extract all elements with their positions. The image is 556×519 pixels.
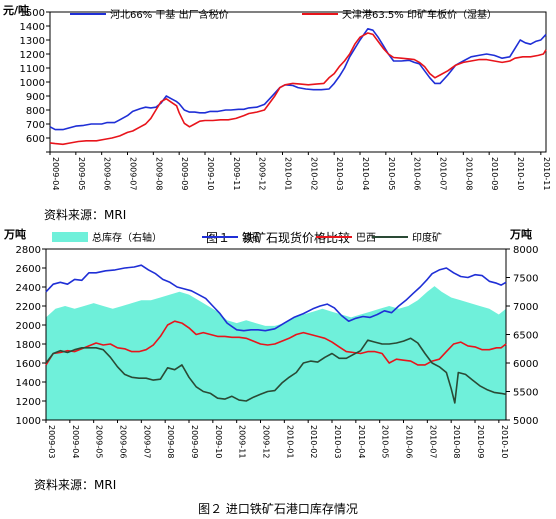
x-tick-label: 2009-10 [214,425,223,458]
y-tick-label: 1000 [20,78,45,89]
x-tick-label: 2009-06 [103,157,112,190]
x-tick-label: 2009-08 [154,157,163,190]
series-line-1 [45,264,507,332]
x-tick-label: 2010-11 [542,157,551,190]
x-tick-label: 2010-03 [333,425,342,458]
y-tick-label-left: 1800 [16,340,41,351]
y-tick-label-left: 2800 [16,245,41,256]
y-tick-label-right: 7500 [513,274,538,285]
x-tick-label: 2010-04 [357,425,366,458]
x-tick-label: 2010-05 [387,157,396,190]
y-tick-label: 1200 [20,50,45,61]
x-tick-label: 2009-11 [238,425,247,458]
x-tick-label: 2009-04 [71,425,80,458]
plot-frame [49,11,547,153]
y-tick-label: 600 [26,134,45,145]
x-tick-label: 2010-01 [285,425,294,458]
legend-label-2: 巴西 [356,232,376,244]
x-tick-label: 2009-04 [51,157,60,190]
y-tick-label: 900 [26,92,45,103]
y-tick-label-right: 5000 [513,416,538,427]
series-line-3 [45,337,507,404]
y-tick-label: 1100 [20,64,45,75]
x-tick-label: 2010-03 [335,157,344,190]
x-tick-label: 2010-04 [361,157,370,190]
legend-label-1: 澳矿 [242,231,262,244]
x-tick-label: 2009-11 [232,157,241,190]
x-tick-label: 2010-08 [452,425,461,458]
x-tick-label: 2009-03 [47,425,56,458]
x-tick-label: 2010-07 [439,157,448,190]
y-tick-label-right: 6000 [513,359,538,370]
legend-label-3: 印度矿 [412,231,442,244]
chart1-source: 资料来源：MRI [44,208,127,222]
x-tick-label: 2010-09 [490,157,499,190]
y-axis-unit-left: 万吨 [3,228,26,241]
y-tick-label-right: 7000 [513,302,538,313]
x-tick-label: 2009-12 [258,157,267,190]
series-line-0 [49,28,547,131]
x-tick-label: 2010-02 [309,157,318,190]
y-tick-label: 800 [26,106,45,117]
chart2-caption: 图２ 进口铁矿石港口库存情况 [198,502,358,516]
y-tick-label-right: 8000 [513,245,538,256]
y-tick-label: 1300 [20,36,45,47]
x-tick-label: 2010-09 [476,425,485,458]
x-tick-label: 2009-09 [190,425,199,458]
y-tick-label-left: 1000 [16,416,41,427]
y-tick-label-left: 1200 [16,397,41,408]
x-tick-label: 2009-09 [180,157,189,190]
legend-swatch-0 [52,232,88,242]
x-tick-label: 2009-10 [206,157,215,190]
x-tick-label: 2010-07 [428,425,437,458]
y-tick-label-right: 6500 [513,331,538,342]
area-total-inventory [46,286,506,420]
x-tick-label: 2010-10 [500,425,509,458]
x-tick-label: 2010-06 [405,425,414,458]
x-tick-label: 2009-07 [142,425,151,458]
x-tick-label: 2009-06 [119,425,128,458]
x-tick-label: 2009-12 [262,425,271,458]
x-tick-label: 2010-06 [413,157,422,190]
y-tick-label-left: 1600 [16,359,41,370]
price-chart: 元/吨 600 700 800 900 1000 1100 1200 1300 1400 1500 2… [3,3,551,190]
x-tick-label: 2009-07 [129,157,138,190]
y-tick-label-left: 2400 [16,283,41,294]
legend-label-1: 天津港63.5% 印矿车板价（湿基） [342,8,497,21]
inventory-chart: 万吨 万吨 1000 1200 1400 1600 1800 2000 2200 2400 2600… [3,228,538,458]
x-tick-label: 2010-05 [381,425,390,458]
x-tick-label: 2010-02 [309,425,318,458]
chart1-caption: 图１ 铁矿石现货价格比较 [205,231,350,245]
y-axis-unit: 元/吨 [3,3,29,17]
y-axis-unit-right: 万吨 [509,228,532,241]
x-tick-label: 2009-08 [166,425,175,458]
y-tick-label-left: 2200 [16,302,41,313]
y-tick-label: 1500 [20,8,45,19]
x-tick-label: 2009-05 [95,425,104,458]
legend-label-0: 总库存（右轴） [92,231,162,244]
y-tick-label-left: 2600 [16,264,41,275]
series-line-2 [45,320,507,366]
x-tick-label: 2010-08 [464,157,473,190]
x-tick-label: 2010-01 [284,157,293,190]
y-tick-label: 700 [26,120,45,131]
legend-label-0: 河北66% 干基 出厂含税价 [110,8,229,21]
x-tick-label: 2010-10 [516,157,525,190]
y-tick-label-right: 5500 [513,388,538,399]
y-tick-label: 1400 [20,22,45,33]
x-tick-label: 2009-05 [77,157,86,190]
series-line-1 [49,32,547,146]
y-tick-label-left: 1400 [16,378,41,389]
y-tick-label-left: 2000 [16,321,41,332]
chart2-source: 资料来源：MRI [34,478,117,492]
